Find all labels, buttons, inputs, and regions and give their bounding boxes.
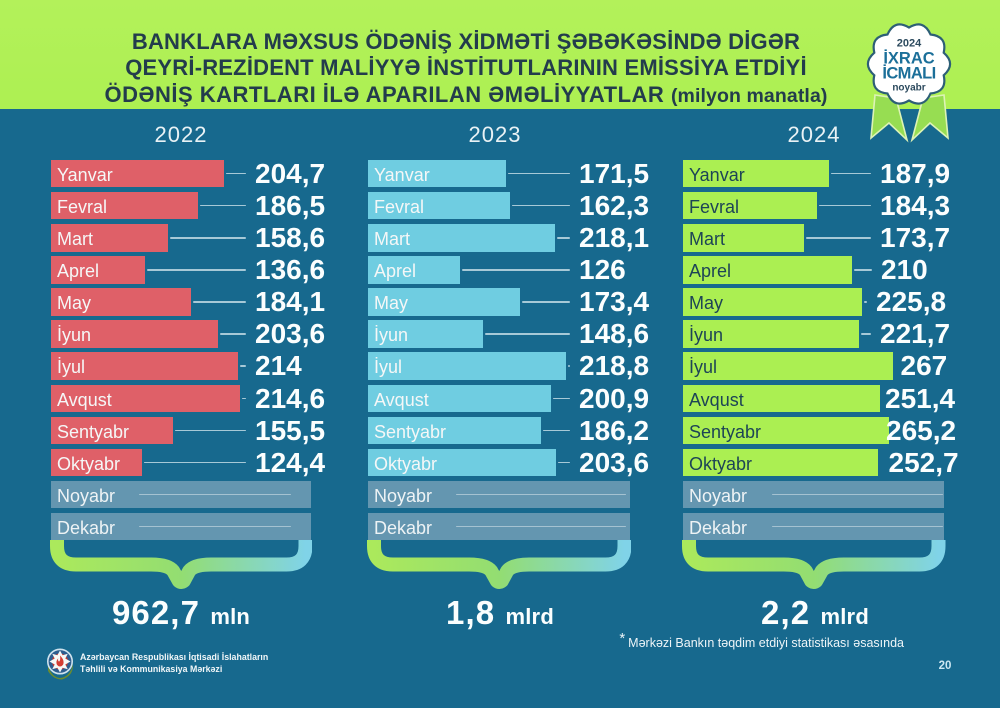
svg-text:İCMALI: İCMALI bbox=[882, 65, 935, 83]
svg-text:İXRAC: İXRAC bbox=[883, 50, 934, 68]
svg-text:2024: 2024 bbox=[897, 38, 922, 50]
svg-text:noyabr: noyabr bbox=[892, 83, 925, 94]
